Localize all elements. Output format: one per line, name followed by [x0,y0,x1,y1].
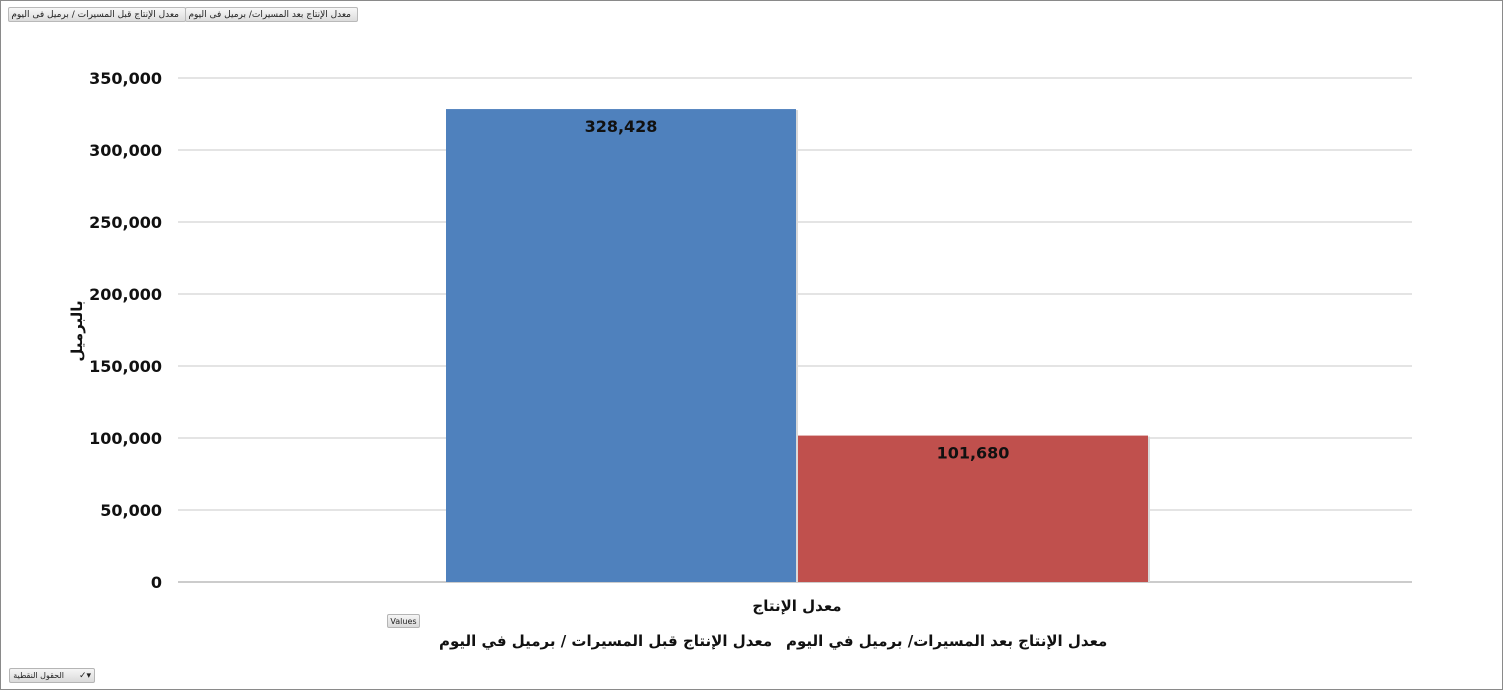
y-axis-label: بالبرميل [68,300,86,361]
y-tick-label: 0 [151,573,162,592]
check-icon: ✓▾ [78,671,91,681]
legend-label-after: معدل الإنتاج بعد المسيرات/ برميل في اليو… [786,632,1108,650]
y-tick-label: 300,000 [89,141,162,160]
y-tick-label: 100,000 [89,429,162,448]
field-button-after[interactable]: معدل الإنتاج بعد المسيرات/ برميل فى اليو… [185,7,358,22]
bar-after[interactable] [798,435,1148,582]
values-button[interactable]: Values [387,614,420,628]
field-list-label: الحقول النقطية [13,671,64,680]
y-tick-label: 50,000 [100,501,162,520]
y-tick-label: 150,000 [89,357,162,376]
x-axis-label: معدل الإنتاج [752,597,841,615]
bars [446,109,1150,582]
y-tick-labels: 0 50,000 100,000 150,000 200,000 250,000 300,0… [89,69,162,592]
legend-label-before: معدل الإنتاج قبل المسيرات / برميل في الي… [439,632,773,650]
data-label: 101,680 [937,444,1010,463]
bar-before[interactable] [446,109,796,582]
legend-item-before: معدل الإنتاج قبل المسيرات / برميل في الي… [433,628,772,654]
legend-item-after: معدل الإنتاج بعد المسيرات/ برميل في اليو… [780,628,1107,654]
y-tick-label: 350,000 [89,69,162,88]
data-label: 328,428 [585,117,658,136]
y-tick-label: 250,000 [89,213,162,232]
field-list-button[interactable]: الحقول النقطية ✓▾ [9,668,95,683]
data-labels: 328,428 101,680 [585,117,1010,463]
y-tick-label: 200,000 [89,285,162,304]
